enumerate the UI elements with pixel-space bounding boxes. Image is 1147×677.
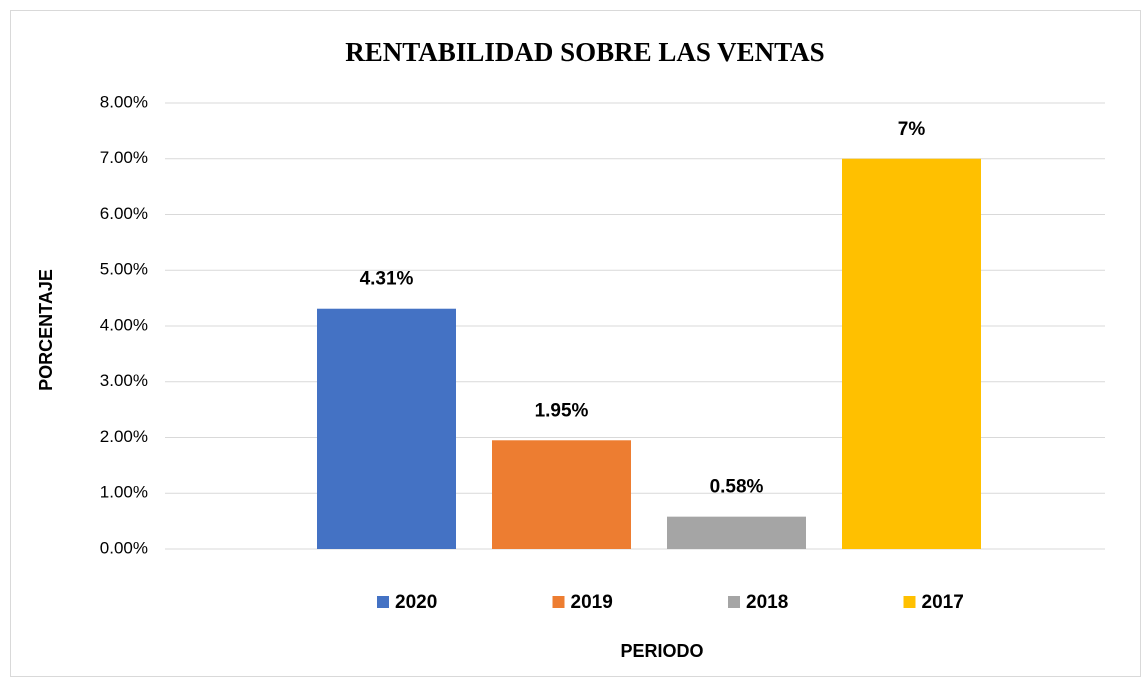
y-tick-label: 0.00% <box>100 538 148 557</box>
y-tick-label: 7.00% <box>100 148 148 167</box>
bar <box>317 308 456 549</box>
y-tick-label: 2.00% <box>100 427 148 446</box>
legend-swatch <box>377 596 389 608</box>
y-axis-title: PORCENTAJE <box>36 269 56 391</box>
y-tick-label: 4.00% <box>100 315 148 334</box>
y-tick-label: 3.00% <box>100 371 148 390</box>
legend-label: 2019 <box>571 592 613 613</box>
legend-label: 2018 <box>746 592 788 613</box>
data-label: 0.58% <box>710 477 764 498</box>
chart-title: RENTABILIDAD SOBRE LAS VENTAS <box>345 37 824 67</box>
legend-label: 2017 <box>922 592 964 613</box>
bar <box>667 516 806 549</box>
legend-swatch <box>903 596 916 608</box>
y-tick-label: 6.00% <box>100 204 148 223</box>
bar <box>492 440 631 549</box>
y-tick-label: 5.00% <box>100 260 148 279</box>
data-label: 4.31% <box>360 269 414 290</box>
x-axis-title: PERIODO <box>620 641 703 661</box>
y-tick-label: 8.00% <box>100 92 148 111</box>
bar <box>842 158 981 549</box>
legend-swatch <box>728 596 740 608</box>
legend-label: 2020 <box>395 592 437 613</box>
y-tick-label: 1.00% <box>100 483 148 502</box>
data-label: 1.95% <box>535 400 589 421</box>
data-label: 7% <box>898 119 926 140</box>
legend-swatch <box>552 596 565 608</box>
